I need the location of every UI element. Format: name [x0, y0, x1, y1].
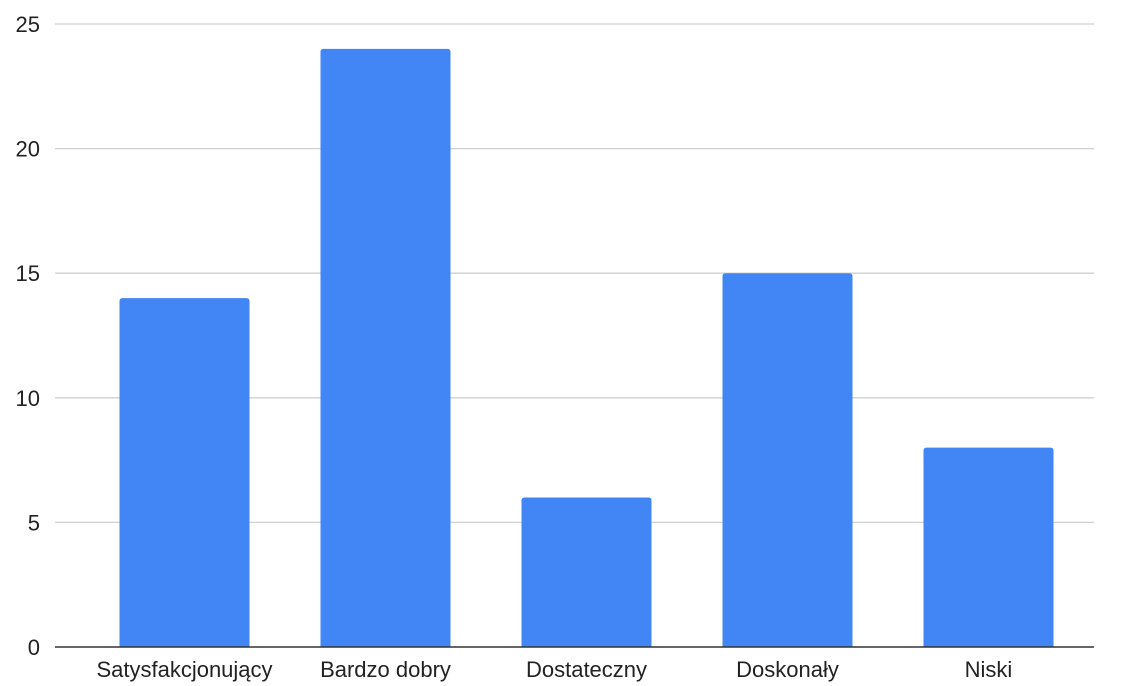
bars — [119, 48, 1054, 648]
x-category-label: Satysfakcjonujący — [96, 657, 272, 682]
y-axis-tick-labels: 0 5 10 15 20 25 — [16, 12, 40, 660]
x-axis-category-labels: Satysfakcjonujący Bardzo dobry Dostateczny… — [96, 657, 1012, 682]
x-category-label: Bardzo dobry — [320, 657, 451, 682]
bar-3 — [722, 273, 853, 647]
x-category-label: Dostateczny — [526, 657, 647, 682]
y-tick-label: 10 — [16, 386, 40, 411]
bar-2 — [521, 497, 652, 647]
x-category-label: Doskonały — [736, 657, 839, 682]
y-tick-label: 0 — [28, 635, 40, 660]
y-tick-label: 20 — [16, 137, 40, 162]
bar-1 — [320, 48, 451, 648]
bar-0 — [119, 298, 250, 647]
y-tick-label: 25 — [16, 12, 40, 37]
x-category-label: Niski — [965, 657, 1013, 682]
y-tick-label: 15 — [16, 261, 40, 286]
bar-4 — [923, 447, 1054, 647]
y-tick-label: 5 — [28, 510, 40, 535]
